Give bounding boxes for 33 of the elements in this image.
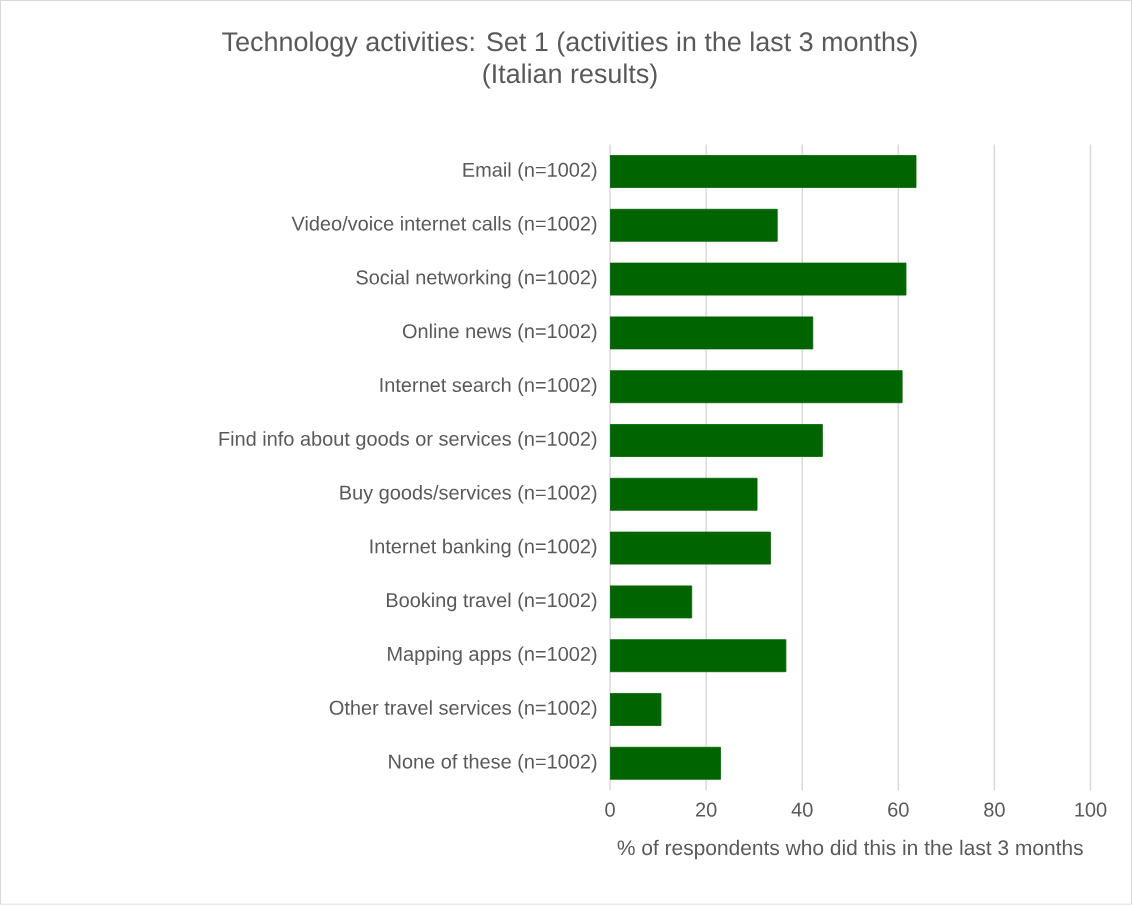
y-tick-label: Buy goods/services (n=1002) xyxy=(340,485,597,504)
y-tick-label: Internet search (n=1002) xyxy=(380,377,597,397)
bar xyxy=(610,639,787,673)
x-tick-label: 80 xyxy=(984,802,1005,817)
y-tick-label: Video/voice internet calls (n=1002) xyxy=(291,216,597,235)
y-tick-label: Mapping apps (n=1002) xyxy=(388,646,597,666)
bar xyxy=(610,531,771,565)
bar xyxy=(610,477,758,511)
bar xyxy=(610,209,778,242)
x-tick-label: 100 xyxy=(1075,802,1107,817)
x-axis-title: % of respondents who did this in the last 3 months xyxy=(617,839,1083,860)
bar xyxy=(610,316,814,350)
x-tick-label: 40 xyxy=(791,802,813,817)
bar xyxy=(610,746,721,780)
chart-title: Technology activities: Set 1 (activities in the last 3 months) xyxy=(222,31,917,57)
x-tick-label: 0 xyxy=(605,802,615,817)
x-tick-label: 20 xyxy=(696,802,717,817)
y-tick-label: Other travel services (n=1002) xyxy=(329,700,597,719)
chart-subtitle: (Italian results) xyxy=(483,63,657,89)
y-tick-label: Find info about goods or services (n=1002) xyxy=(219,431,597,450)
bar xyxy=(610,424,823,458)
y-tick-label: Booking travel (n=1002) xyxy=(386,592,597,612)
bar xyxy=(610,370,903,404)
y-tick-label: Email (n=1002) xyxy=(463,162,597,181)
y-tick-label: Online news (n=1002) xyxy=(402,323,597,343)
bar xyxy=(610,155,917,189)
y-tick-label: Internet banking (n=1002) xyxy=(370,538,597,558)
x-tick-label: 60 xyxy=(888,802,909,817)
y-tick-label: Social networking (n=1002) xyxy=(356,269,597,289)
bar xyxy=(610,262,907,296)
bar xyxy=(610,693,662,727)
bar xyxy=(610,585,693,619)
y-tick-label: None of these (n=1002) xyxy=(389,754,597,773)
